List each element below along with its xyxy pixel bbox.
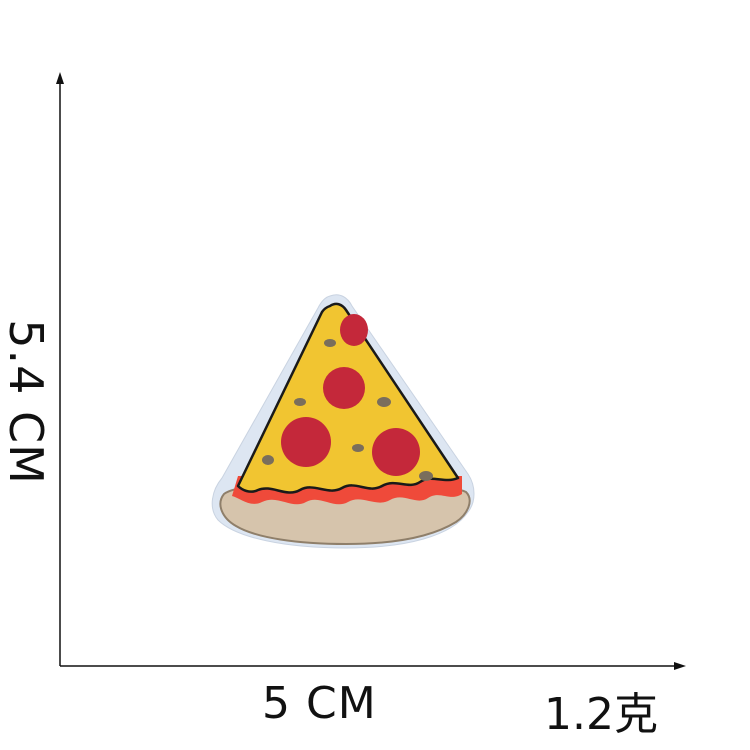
dimension-axes <box>56 72 686 670</box>
width-dimension-label: 5 CM <box>262 678 377 729</box>
height-dimension-label: 5.4 CM <box>0 319 53 485</box>
olive <box>377 397 391 407</box>
pepperoni <box>323 367 365 409</box>
vertical-axis-arrow <box>56 72 64 84</box>
pepperoni-group <box>281 314 420 476</box>
pepperoni <box>372 428 420 476</box>
weight-label: 1.2克 <box>544 689 658 740</box>
horizontal-axis-arrow <box>674 662 686 670</box>
topping-bits <box>262 339 433 481</box>
olive <box>324 339 336 347</box>
pepperoni <box>340 314 368 346</box>
olive <box>419 471 433 481</box>
olive <box>294 398 306 406</box>
pepperoni <box>281 417 331 467</box>
olive <box>262 455 274 465</box>
pizza-slice-patch <box>211 294 475 549</box>
olive <box>352 444 364 452</box>
